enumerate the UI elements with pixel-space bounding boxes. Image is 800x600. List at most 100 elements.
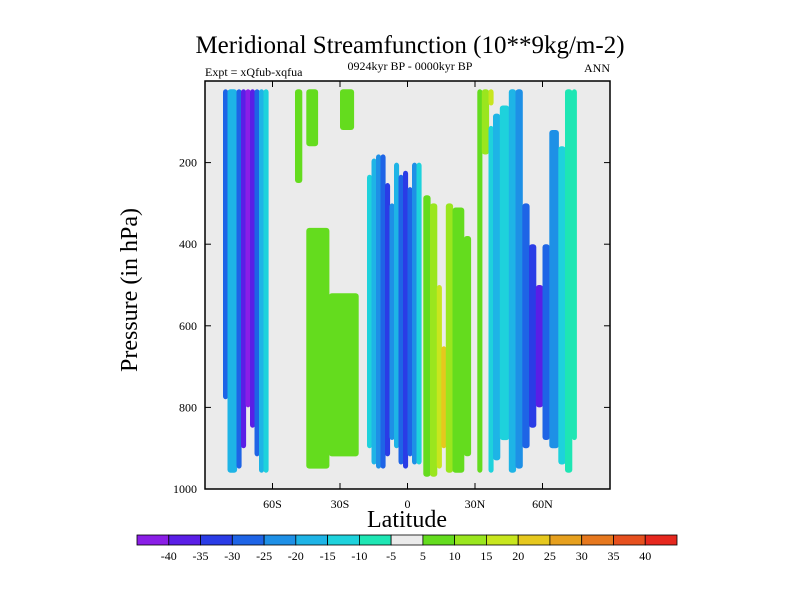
colorbar-label: 40: [639, 549, 651, 563]
colorbar-label: -15: [320, 549, 336, 563]
contour-cell: [535, 285, 544, 408]
contour-cell: [558, 146, 566, 465]
contour-cell: [423, 195, 431, 477]
plot-area: 60S 30S 0 30N 60N 200 400 600 800 1000: [173, 80, 611, 511]
colorbar-label: 25: [544, 549, 556, 563]
contour-fills: [223, 89, 577, 477]
colorbar-label: 5: [420, 549, 426, 563]
contour-cell: [371, 158, 377, 465]
contour-cell: [412, 162, 418, 465]
contour-cell: [522, 203, 530, 449]
contour-cell: [430, 203, 438, 477]
contour-cell: [571, 89, 577, 441]
contour-cell: [488, 125, 494, 473]
y-tick-label: 400: [179, 237, 197, 251]
contour-cell: [436, 285, 442, 469]
contour-cell: [367, 174, 373, 449]
colorbar-label: 20: [512, 549, 524, 563]
contour-cell: [227, 89, 238, 473]
contour-cell: [295, 89, 303, 183]
colorbar-box: [263, 534, 297, 546]
colorbar-box: [168, 534, 202, 546]
y-axis-label: Pressure (in hPa): [117, 208, 143, 372]
contour-cell: [481, 89, 490, 155]
season-label: ANN: [584, 61, 610, 75]
contour-cell: [259, 89, 265, 473]
colorbar-box: [517, 534, 551, 546]
colorbar-box: [390, 534, 424, 546]
colorbar-box: [613, 534, 646, 546]
colorbar-label: 10: [449, 549, 461, 563]
colorbar-label: -5: [386, 549, 396, 563]
x-tick-label: 30N: [465, 497, 486, 511]
colorbar: -40 -35 -30 -25 -20 -15 -10 -5 5 10 15 20 25 30 35 40: [136, 534, 678, 563]
contour-cell: [306, 227, 330, 469]
contour-cell: [340, 89, 355, 130]
contour-cell: [263, 89, 269, 473]
colorbar-box: [485, 534, 519, 546]
contour-cell: [542, 244, 550, 440]
contour-cell: [241, 89, 247, 449]
contour-cell: [389, 203, 395, 440]
contour-cell: [250, 89, 256, 428]
contour-cell: [515, 89, 523, 469]
y-tick-label: 600: [179, 319, 197, 333]
colorbar-label: 35: [608, 549, 620, 563]
experiment-label: Expt = xQfub-xqfua: [205, 65, 303, 79]
x-tick-label: 60N: [532, 497, 553, 511]
contour-cell: [565, 89, 573, 473]
contour-cell: [245, 89, 251, 408]
contour-cell: [394, 162, 400, 449]
contour-cell: [441, 346, 447, 449]
colorbar-box: [231, 534, 265, 546]
contour-cell: [549, 130, 559, 449]
colorbar-label: 30: [576, 549, 588, 563]
colorbar-label: -35: [193, 549, 209, 563]
contour-cell: [499, 105, 510, 441]
contour-cell: [306, 89, 319, 147]
colorbar-box: [136, 534, 170, 546]
contour-cell: [385, 183, 391, 457]
colorbar-box: [644, 534, 678, 546]
contour-cell: [477, 89, 483, 473]
x-tick-label: 0: [405, 497, 411, 511]
colorbar-box: [295, 534, 328, 546]
y-tick-label: 1000: [173, 482, 197, 496]
colorbar-box: [454, 534, 487, 546]
colorbar-label: -25: [256, 549, 272, 563]
colorbar-label: 15: [480, 549, 492, 563]
colorbar-label: -10: [351, 549, 367, 563]
contour-cell: [493, 113, 501, 461]
contour-cell: [529, 244, 537, 428]
contour-cell: [463, 236, 472, 457]
colorbar-box: [549, 534, 583, 546]
contour-cell: [416, 162, 422, 465]
contour-cell: [398, 174, 404, 465]
colorbar-box: [200, 534, 233, 546]
y-ticks: 200 400 600 800 1000: [173, 156, 610, 496]
colorbar-box: [358, 534, 392, 546]
contour-cell: [488, 89, 494, 106]
colorbar-label: -20: [288, 549, 304, 563]
colorbar-label: -30: [224, 549, 240, 563]
period-label: 0924kyr BP - 0000kyr BP: [348, 59, 473, 73]
contour-cell: [452, 207, 465, 473]
contour-cell: [236, 89, 242, 469]
y-tick-label: 800: [179, 400, 197, 414]
colorbar-box: [327, 534, 360, 546]
contour-cell: [445, 203, 454, 473]
contour-cell: [407, 187, 413, 457]
x-ticks: 60S 30S 0 30N 60N: [263, 81, 553, 511]
x-tick-label: 30S: [331, 497, 350, 511]
contour-cell: [403, 170, 409, 469]
contour-cell: [223, 89, 229, 400]
x-tick-label: 60S: [263, 497, 282, 511]
colorbar-box: [581, 534, 614, 546]
colorbar-label: -40: [161, 549, 177, 563]
contour-cell: [328, 293, 359, 457]
x-axis-label: Latitude: [367, 507, 447, 533]
contour-cell: [254, 89, 260, 457]
contour-cell: [508, 89, 517, 473]
colorbar-box: [422, 534, 456, 546]
